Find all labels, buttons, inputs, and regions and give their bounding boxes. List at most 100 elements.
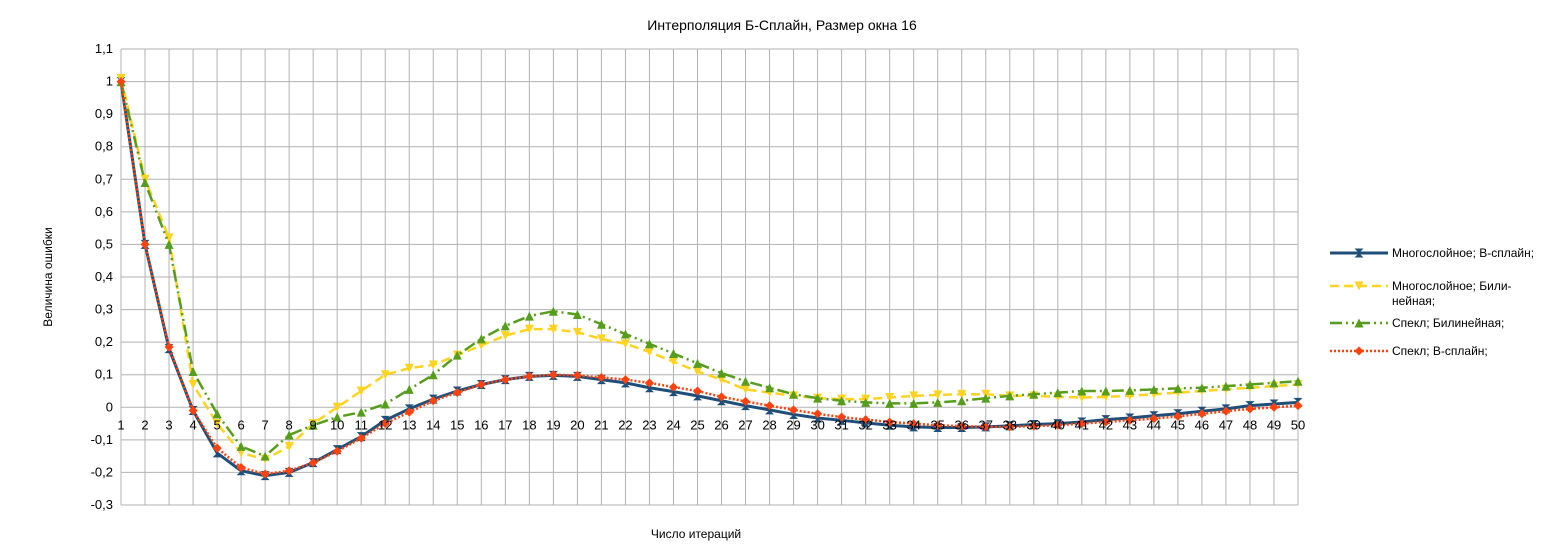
data-point (765, 383, 775, 393)
data-point (164, 342, 174, 352)
data-point (332, 412, 342, 422)
data-point (1354, 318, 1364, 328)
x-tick-label: 14 (426, 417, 440, 432)
data-point (116, 77, 126, 87)
legend-label: Многослойное; B-сплайн; (1392, 246, 1534, 260)
x-tick-label: 8 (286, 417, 293, 432)
data-point (1053, 420, 1063, 430)
x-tick-label: 29 (786, 417, 800, 432)
data-point (188, 366, 198, 376)
data-point (476, 379, 486, 389)
y-tick-label: 1,1 (95, 41, 113, 56)
data-point (380, 399, 390, 409)
data-point (404, 407, 414, 417)
data-point (1354, 248, 1364, 258)
y-tick-label: 0,1 (95, 367, 113, 382)
x-tick-label: 40 (1051, 417, 1065, 432)
x-tick-label: 28 (762, 417, 776, 432)
data-point (957, 389, 967, 399)
y-tick-label: 0,9 (95, 106, 113, 121)
data-point (1125, 385, 1135, 395)
x-tick-label: 38 (1003, 417, 1017, 432)
data-point (1149, 414, 1159, 424)
data-point (741, 376, 751, 386)
data-point (957, 396, 967, 406)
data-point (620, 339, 630, 349)
y-tick-label: 0,8 (95, 139, 113, 154)
data-point (692, 386, 702, 396)
series-line (119, 78, 1299, 461)
x-tick-label: 43 (1123, 417, 1137, 432)
data-point (789, 389, 799, 399)
data-point (1197, 383, 1207, 393)
data-point (909, 419, 919, 429)
x-tick-label: 2 (141, 417, 148, 432)
x-tick-label: 36 (954, 417, 968, 432)
x-tick-label: 50 (1291, 417, 1305, 432)
x-tick-label: 34 (906, 417, 920, 432)
data-point (572, 309, 582, 319)
data-point (1293, 401, 1303, 411)
x-tick-label: 7 (262, 417, 269, 432)
series-2 (116, 73, 1303, 464)
data-point (260, 451, 270, 461)
y-tick-label: 0,5 (95, 236, 113, 251)
data-point (260, 469, 270, 479)
data-point (789, 405, 799, 415)
chart-title: Интерполяция Б-Сплайн, Размер окна 16 (647, 17, 917, 33)
x-tick-label: 5 (213, 417, 220, 432)
data-point (1221, 381, 1231, 391)
data-point (548, 306, 558, 316)
data-point (524, 371, 534, 381)
data-point (885, 417, 895, 427)
y-tick-label: 0 (106, 399, 113, 414)
data-point (428, 370, 438, 380)
data-point (500, 331, 510, 341)
x-tick-label: 19 (546, 417, 560, 432)
x-tick-label: 22 (618, 417, 632, 432)
data-point (1149, 384, 1159, 394)
data-point (524, 311, 534, 321)
data-point (1077, 419, 1087, 429)
data-point (548, 324, 558, 334)
data-point (452, 350, 462, 360)
data-point (380, 419, 390, 429)
data-point (1245, 379, 1255, 389)
y-tick-label: -0,1 (91, 432, 113, 447)
series-line (119, 81, 1299, 478)
data-point (140, 239, 150, 249)
data-point (476, 334, 486, 344)
data-point (837, 412, 847, 422)
data-point (596, 319, 606, 329)
data-point (909, 398, 919, 408)
data-point (1173, 383, 1183, 393)
data-point (572, 327, 582, 337)
data-point (188, 379, 198, 389)
data-point (428, 360, 438, 370)
x-tick-label: 3 (165, 417, 172, 432)
x-tick-label: 6 (237, 417, 244, 432)
series-group (116, 73, 1303, 481)
data-point (717, 368, 727, 378)
data-point (1221, 406, 1231, 416)
x-tick-label: 12 (378, 417, 392, 432)
legend-label: Спекл; B-сплайн; (1392, 344, 1488, 358)
data-point (981, 393, 991, 403)
data-point (1354, 281, 1364, 291)
data-point (332, 402, 342, 412)
legend-label: Многослойное; Били-нейная; (1392, 279, 1512, 308)
data-point (957, 421, 967, 431)
data-point (1077, 386, 1087, 396)
data-point (1005, 391, 1015, 401)
x-tick-label: 48 (1243, 417, 1257, 432)
x-tick-label: 13 (402, 417, 416, 432)
x-tick-label: 33 (882, 417, 896, 432)
data-point (741, 396, 751, 406)
data-point (813, 409, 823, 419)
x-tick-label: 21 (594, 417, 608, 432)
data-point (236, 441, 246, 451)
data-point (500, 375, 510, 385)
x-tick-label: 11 (354, 417, 368, 432)
data-point (1354, 346, 1364, 356)
